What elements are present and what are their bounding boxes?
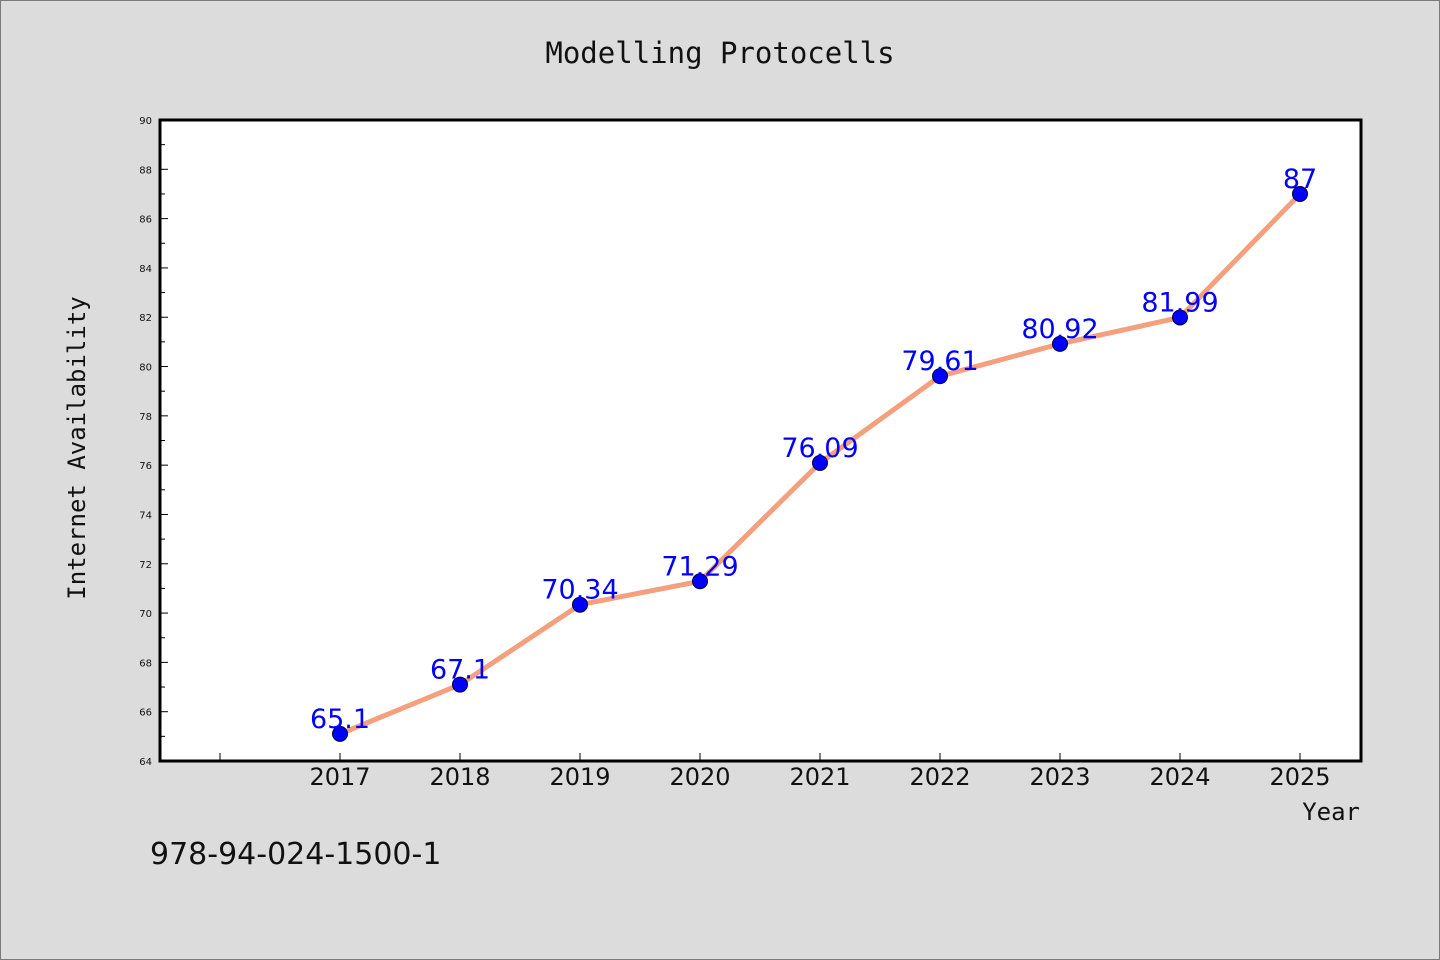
series-layer (332, 185, 1308, 742)
data-label-2025: 87 (1283, 164, 1317, 195)
data-point-2025 (1292, 185, 1308, 202)
x-tick-label: 2017 (309, 763, 370, 791)
x-tick-label: 2023 (1029, 763, 1090, 791)
x-tick-label: 2020 (669, 763, 730, 791)
data-point-2017 (332, 725, 348, 742)
chart-title: Modelling Protocells (545, 36, 894, 70)
y-axis-title: Internet Availability (63, 296, 91, 599)
plot-area (158, 118, 1363, 763)
data-label-2019: 70.34 (541, 575, 618, 606)
y-tick-label: 72 (139, 560, 152, 571)
footnote-isbn: 978-94-024-1500-1 (150, 837, 441, 872)
x-axis-title: Year (1302, 798, 1360, 826)
y-tick-label: 84 (139, 264, 152, 275)
x-tick-label: 2022 (909, 763, 970, 791)
x-tick-label: 2025 (1269, 763, 1330, 791)
y-tick-label: 82 (139, 313, 152, 324)
y-tick-label: 80 (139, 363, 152, 374)
data-point-2024 (1172, 309, 1188, 326)
data-label-2023: 80.92 (1021, 314, 1098, 345)
y-tick-label: 88 (139, 165, 152, 176)
y-axis: 64 66 68 70 72 74 76 78 80 82 84 86 88 90 (139, 116, 168, 768)
y-tick-label: 66 (139, 708, 152, 719)
data-point-2023 (1052, 335, 1068, 352)
data-point-2021 (812, 454, 828, 471)
data-label-layer: 65.1 67.1 70.34 71.29 76.09 79.61 80.92 81.99 87 (310, 164, 1317, 735)
data-label-2024: 81.99 (1141, 287, 1218, 318)
data-point-2020 (692, 573, 708, 590)
data-point-2019 (572, 596, 588, 613)
y-tick-label: 68 (139, 658, 152, 669)
y-tick-label: 64 (139, 757, 152, 768)
data-label-2020: 71.29 (661, 551, 738, 582)
x-tick-label: 2019 (549, 763, 610, 791)
y-tick-label: 70 (139, 609, 152, 620)
y-tick-label: 78 (139, 412, 152, 423)
data-label-2017: 65.1 (310, 704, 370, 735)
data-point-2018 (452, 676, 468, 693)
y-tick-label: 74 (139, 510, 152, 521)
x-tick-label: 2018 (429, 763, 490, 791)
data-label-2022: 79.61 (901, 346, 978, 377)
data-label-2018: 67.1 (430, 655, 490, 686)
y-tick-label: 90 (139, 116, 152, 127)
x-tick-label: 2024 (1149, 763, 1210, 791)
data-label-2021: 76.09 (781, 433, 858, 464)
x-tick-label: 2021 (789, 763, 850, 791)
data-point-2022 (932, 368, 948, 385)
y-tick-label: 76 (139, 461, 152, 472)
x-axis: 2017 2018 2019 2020 2021 2022 2023 2024 2025 (219, 753, 1331, 791)
y-tick-label: 86 (139, 215, 152, 226)
